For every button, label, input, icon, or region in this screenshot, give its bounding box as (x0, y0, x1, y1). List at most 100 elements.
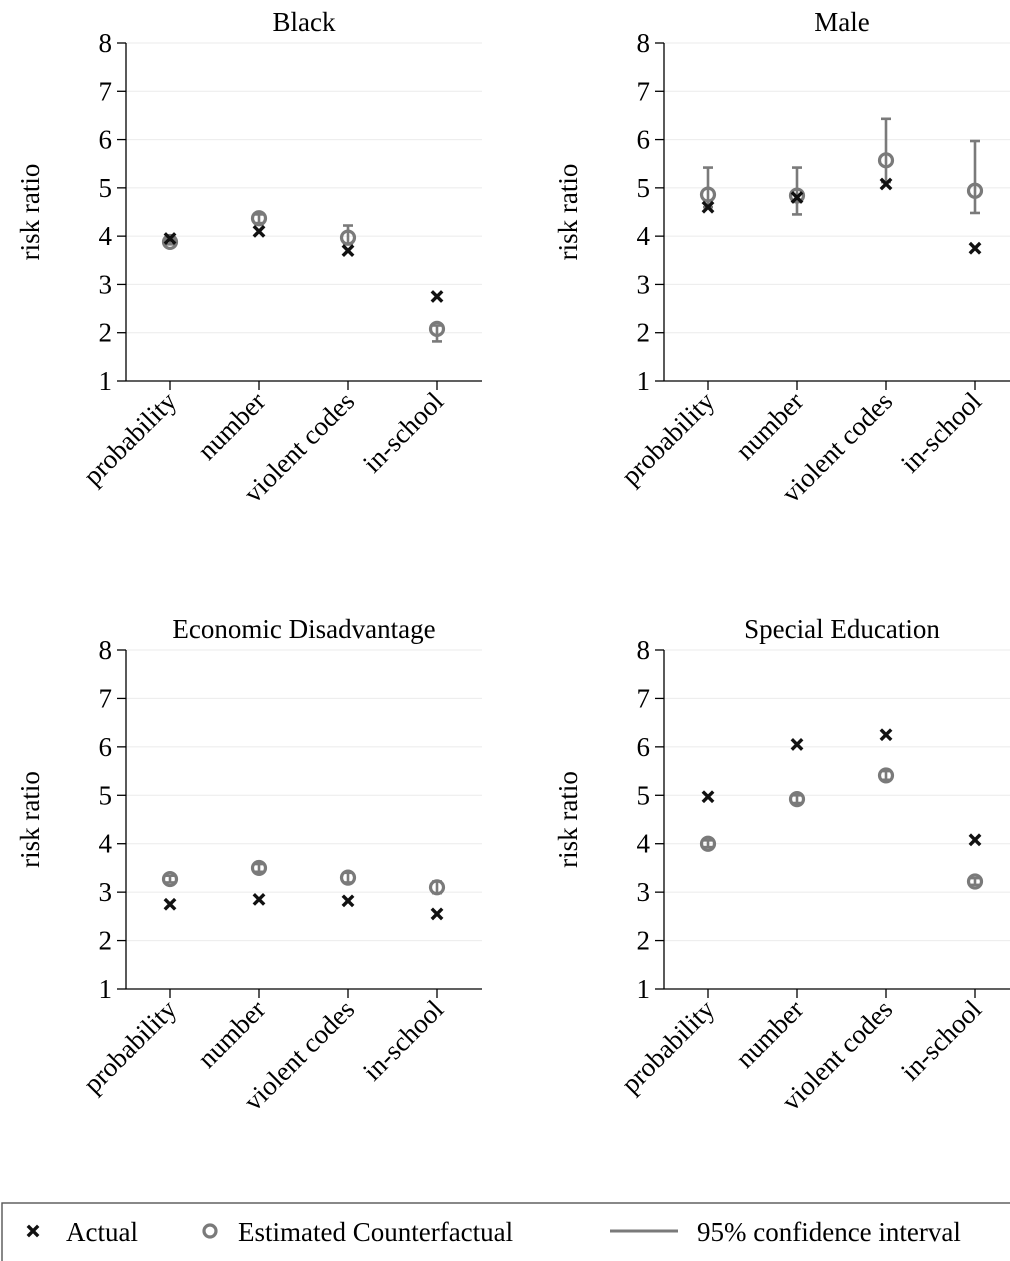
actual-marker-stroke (701, 790, 715, 804)
y-tick-label: 6 (99, 732, 113, 762)
y-tick-label: 1 (99, 974, 113, 1004)
chart-title: Special Education (744, 614, 940, 644)
chart-title: Economic Disadvantage (172, 614, 435, 644)
counterfactual-point (966, 873, 984, 890)
x-tick-label: number (730, 386, 810, 466)
actual-point (879, 728, 893, 742)
actual-marker-stroke (790, 738, 804, 751)
y-tick-label: 4 (637, 221, 651, 251)
actual-point (968, 241, 982, 255)
actual-marker-stroke (341, 894, 355, 908)
y-tick-label: 5 (99, 780, 113, 810)
legend-item-ci: 95% confidence interval (610, 1217, 961, 1247)
actual-marker-stroke (252, 224, 266, 238)
y-tick-label: 1 (637, 366, 651, 396)
legend-item-actual: Actual (26, 1217, 138, 1247)
actual-marker-stroke (252, 893, 266, 906)
actual-marker-stroke (163, 232, 177, 245)
y-tick-label: 5 (637, 780, 651, 810)
actual-marker-stroke (701, 200, 715, 214)
y-tick-label: 4 (99, 221, 113, 251)
actual-point (430, 907, 444, 921)
y-tick-label: 3 (99, 877, 113, 907)
legend: Actual Estimated Counterfactual 95% conf… (1, 1202, 1010, 1261)
y-tick-label: 2 (637, 318, 651, 348)
actual-point (163, 232, 177, 245)
counterfactual-point (877, 767, 895, 784)
counterfactual-point (788, 187, 806, 204)
y-tick-label: 4 (99, 829, 113, 859)
y-tick-label: 7 (99, 683, 113, 713)
y-tick-label: 5 (637, 173, 651, 203)
counterfactual-point (250, 210, 268, 227)
y-axis-label: risk ratio (553, 771, 583, 868)
x-tick-label: in-school (357, 386, 449, 478)
counterfactual-point (250, 859, 268, 877)
chart-panel: Economic Disadvantage risk ratio 1 2 3 4 5 6 7 8 p… (15, 614, 482, 1117)
y-tick-label: 8 (637, 28, 651, 58)
actual-point (701, 790, 715, 804)
y-tick-label: 3 (637, 269, 651, 299)
x-marker-icon (26, 1224, 40, 1238)
actual-point (341, 244, 355, 258)
actual-marker-stroke (968, 241, 982, 255)
counterfactual-point (428, 320, 446, 337)
counterfactual-point (877, 152, 895, 169)
legend-item-counterfactual: Estimated Counterfactual (202, 1217, 513, 1247)
y-tick-label: 7 (637, 683, 651, 713)
actual-marker-stroke (430, 290, 444, 303)
legend-label-counterfactual: Estimated Counterfactual (238, 1217, 513, 1247)
x-tick-label: probability (615, 994, 720, 1099)
y-tick-label: 5 (99, 173, 113, 203)
x-tick-label: in-school (895, 386, 987, 478)
actual-point (968, 833, 982, 847)
counterfactual-point (699, 835, 717, 852)
legend-box (1, 1202, 1010, 1261)
actual-marker-stroke (790, 191, 804, 204)
x-tick-label: in-school (895, 994, 987, 1086)
counterfactual-point (428, 879, 446, 896)
actual-marker-stroke (341, 244, 355, 258)
x-tick-label: probability (77, 994, 182, 1099)
y-tick-label: 1 (637, 974, 651, 1004)
counterfactual-point (339, 229, 357, 246)
y-axis-label: risk ratio (553, 164, 583, 261)
actual-point (252, 224, 266, 238)
counterfactual-point (161, 233, 179, 251)
counterfactual-point (699, 186, 717, 203)
y-tick-label: 8 (637, 635, 651, 665)
x-tick-label: in-school (357, 994, 449, 1086)
chart-panel: Black risk ratio 1 2 3 4 5 6 7 8 probability number… (15, 7, 482, 509)
actual-point (252, 893, 266, 906)
actual-point (790, 738, 804, 751)
actual-marker-stroke (879, 728, 893, 742)
actual-point (430, 290, 444, 303)
actual-point (790, 191, 804, 204)
actual-marker-stroke (879, 177, 893, 191)
x-tick-label: probability (77, 386, 182, 491)
actual-marker-stroke (430, 907, 444, 921)
x-tick-label: probability (615, 386, 720, 491)
y-tick-label: 6 (637, 732, 651, 762)
circle-marker-icon (202, 1223, 218, 1239)
y-tick-label: 8 (99, 635, 113, 665)
y-tick-label: 1 (99, 366, 113, 396)
x-tick-label: number (192, 386, 272, 466)
y-tick-label: 7 (99, 76, 113, 106)
chart-panel: Special Education risk ratio 1 2 3 4 5 6 7 8 proba… (553, 614, 1010, 1117)
actual-marker-stroke (968, 833, 982, 847)
counterfactual-point (339, 869, 357, 886)
y-axis-label: risk ratio (15, 164, 45, 261)
actual-point (163, 897, 177, 911)
y-tick-label: 4 (637, 829, 651, 859)
counterfactual-point (788, 791, 806, 808)
chart-title: Male (814, 7, 869, 37)
actual-point (701, 200, 715, 214)
y-tick-label: 6 (99, 125, 113, 155)
y-tick-label: 2 (99, 926, 113, 956)
y-tick-label: 2 (637, 926, 651, 956)
y-tick-label: 8 (99, 28, 113, 58)
